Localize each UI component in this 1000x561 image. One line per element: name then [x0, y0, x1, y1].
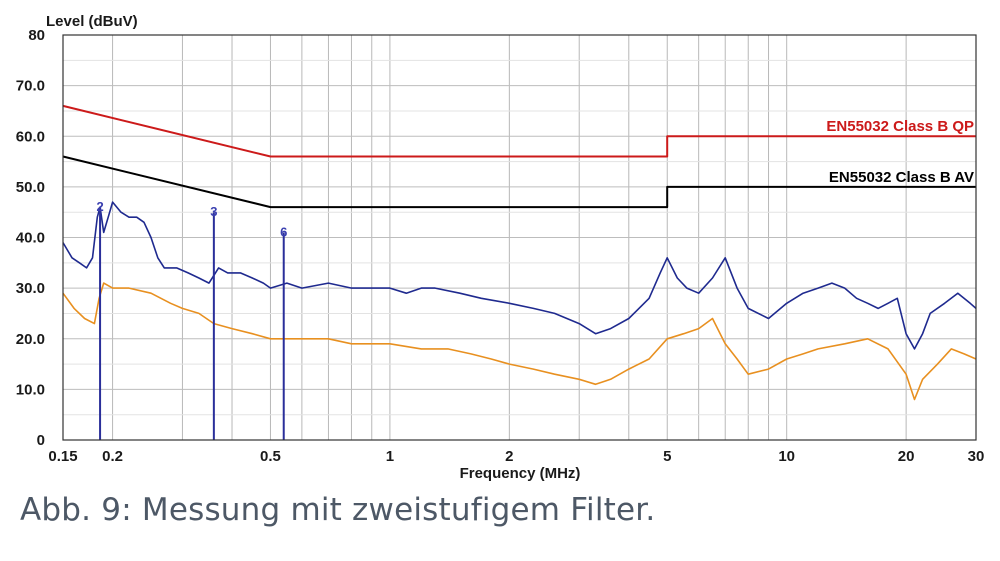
emi-spectrum-chart: 2 3 6 0.15 0.2 0.5 1 2 5 10 20 30 0 10.0 20.0 30.0 40.0… [16, 13, 985, 482]
series-line-blue [62, 201, 977, 350]
grid [63, 35, 976, 440]
series-line-qp-limit [62, 104, 976, 158]
x-tick-label: 1 [386, 448, 394, 465]
y-tick-label: 30.0 [16, 280, 45, 297]
marker-group: 2 3 6 [96, 199, 287, 440]
series-line-av-limit [62, 155, 976, 209]
y-tick-label: 70.0 [16, 78, 45, 95]
y-tick-label: 60.0 [16, 128, 45, 145]
tick-labels: 0.15 0.2 0.5 1 2 5 10 20 30 0 10.0 20.0 30.0 40.0 50.0… [16, 27, 985, 465]
x-tick-label: 20 [898, 448, 915, 465]
y-tick-label: 40.0 [16, 230, 45, 247]
x-tick-label: 30 [968, 448, 985, 465]
legend-av-label: EN55032 Class B AV [829, 169, 974, 186]
y-tick-label: 0 [37, 432, 45, 449]
series-line-orange [62, 282, 977, 401]
y-tick-label: 10.0 [16, 381, 45, 398]
x-tick-label: 0.15 [48, 448, 77, 465]
x-tick-label: 2 [505, 448, 513, 465]
series-group [62, 104, 977, 401]
marker-label: 3 [210, 204, 217, 219]
marker-label: 6 [280, 224, 287, 239]
plot-frame [62, 34, 977, 441]
x-axis-title: Frequency (MHz) [460, 465, 581, 482]
y-tick-label: 20.0 [16, 331, 45, 348]
x-tick-label: 0.5 [260, 448, 281, 465]
y-tick-label: 50.0 [16, 179, 45, 196]
x-tick-label: 10 [778, 448, 795, 465]
x-tick-label: 0.2 [102, 448, 123, 465]
x-tick-label: 5 [663, 448, 671, 465]
legend-qp-label: EN55032 Class B QP [826, 118, 974, 135]
figure-caption: Abb. 9: Messung mit zweistufigem Filter. [20, 492, 656, 528]
y-axis-title: Level (dBuV) [46, 13, 138, 30]
marker-label: 2 [96, 199, 103, 214]
y-tick-label: 80 [28, 27, 45, 44]
